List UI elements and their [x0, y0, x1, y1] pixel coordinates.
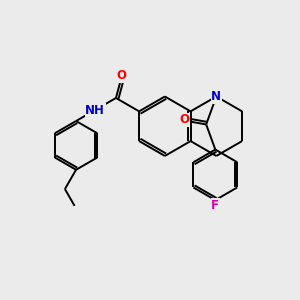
Text: O: O: [117, 69, 127, 82]
Text: NH: NH: [85, 103, 105, 116]
Text: N: N: [211, 90, 221, 103]
Text: F: F: [211, 199, 219, 212]
Text: O: O: [179, 113, 189, 126]
